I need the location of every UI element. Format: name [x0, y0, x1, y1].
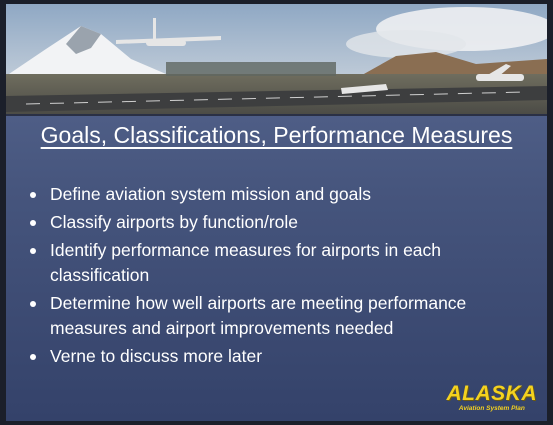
bullet: Classify airports by function/role	[28, 210, 528, 235]
header-photo	[6, 4, 547, 116]
logo-tagline: Aviation System Plan	[447, 405, 538, 413]
slide: Goals, Classifications, Performance Meas…	[6, 4, 547, 421]
logo: ALASKA Aviation System Plan	[447, 383, 538, 413]
page: Goals, Classifications, Performance Meas…	[0, 0, 553, 425]
bullet: Identify performance measures for airpor…	[28, 238, 528, 288]
logo-name: ALASKA	[447, 383, 538, 405]
bullet: Define aviation system mission and goals	[28, 182, 528, 207]
bullet-list: Define aviation system mission and goals…	[28, 182, 528, 372]
slide-title: Goals, Classifications, Performance Meas…	[6, 122, 547, 149]
bullet: Determine how well airports are meeting …	[28, 291, 528, 341]
bullet: Verne to discuss more later	[28, 344, 528, 369]
